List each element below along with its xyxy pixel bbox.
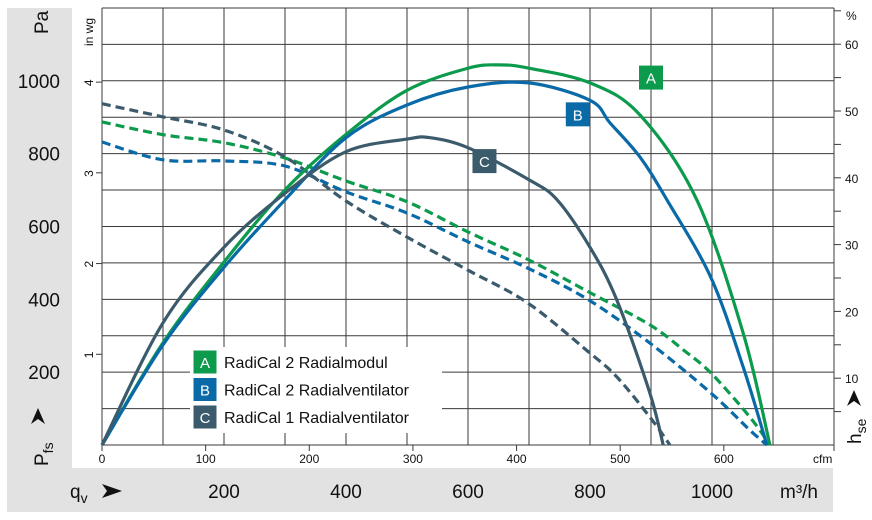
pa-tick-label: 200 <box>28 363 60 384</box>
left-axis-unit-pa: Pa <box>32 10 53 34</box>
m3h-tick-label: 800 <box>574 482 606 503</box>
curve-c-efficiency <box>100 135 665 446</box>
flow-arrow-icon <box>102 484 122 498</box>
curve-badge-label: C <box>479 154 490 171</box>
curve-badge-a: A <box>639 65 663 90</box>
percent-tick-label: 50 <box>845 105 859 119</box>
curve-badge-b: B <box>565 102 590 127</box>
curve-badge-label: B <box>573 107 583 124</box>
curve-badges: A B C <box>472 65 663 174</box>
m3h-tick-label: 400 <box>330 482 362 503</box>
m3h-tick-label: 200 <box>208 482 240 503</box>
percent-tick-label: 10 <box>845 372 859 386</box>
flow-subscript: v <box>81 490 88 506</box>
legend-label: RadiCal 2 Radialventilator <box>224 383 410 400</box>
legend-item-b: B RadiCal 2 Radialventilator <box>192 377 410 402</box>
legend-background <box>190 347 442 433</box>
inwg-tick-label: 4 <box>82 79 96 86</box>
pressure-symbol: P <box>32 453 53 466</box>
cfm-tick-label: 400 <box>507 452 527 466</box>
cfm-tick-label: 100 <box>196 452 216 466</box>
cfm-tick-label: 0 <box>99 452 106 466</box>
right-axis-unit-percent: % <box>846 9 857 23</box>
legend-key: B <box>200 383 210 400</box>
bottom-axis-unit-m3h: m³/h <box>780 482 818 503</box>
pressure-arrow-icon <box>31 408 45 424</box>
legend-key: A <box>200 355 210 372</box>
curve-badge-c: C <box>472 149 497 174</box>
curve-a-efficiency <box>100 63 772 446</box>
efficiency-symbol: h <box>845 433 866 444</box>
left-axis-unit-inwg: in wg <box>82 18 96 46</box>
efficiency-subscript: se <box>853 418 869 433</box>
legend-label: RadiCal 1 Radialventilator <box>224 410 410 427</box>
cfm-tick-label: 600 <box>714 452 734 466</box>
efficiency-axis-title: hse <box>845 418 869 444</box>
legend-label: RadiCal 2 Radialmodul <box>224 355 388 372</box>
pa-tick-label: 400 <box>28 290 60 311</box>
percent-tick-label: 40 <box>845 172 859 186</box>
cfm-tick-label: 200 <box>299 452 319 466</box>
legend-key: C <box>200 410 211 427</box>
curve-badge-box <box>472 149 497 174</box>
legend: A RadiCal 2 Radialmodul B RadiCal 2 Radialv… <box>190 347 442 433</box>
curve-b-pressure <box>101 140 768 447</box>
left-axis-band <box>7 8 72 512</box>
curve-badge-box <box>639 65 663 90</box>
curve-c-pressure <box>101 102 672 446</box>
pa-tick-label: 1000 <box>18 72 60 93</box>
efficiency-arrow-icon <box>847 390 861 406</box>
curve-b-efficiency <box>100 80 769 446</box>
curve-badge-box <box>565 102 590 127</box>
pressure-axis-title: Pfs <box>32 442 56 466</box>
m3h-tick-label: 1000 <box>691 482 733 503</box>
inwg-tick-label: 2 <box>82 261 96 268</box>
pa-tick-label: 800 <box>28 145 60 166</box>
axes: Pa in wg % cfm m³/h Pfs qv hse 200400600… <box>18 9 869 506</box>
cfm-tick-label: 300 <box>403 452 423 466</box>
curve-a-pressure <box>101 120 772 446</box>
legend-swatch-c <box>192 404 218 430</box>
pressure-subscript: fs <box>40 442 56 453</box>
legend-item-c: C RadiCal 1 Radialventilator <box>192 404 410 430</box>
curves <box>100 63 772 447</box>
percent-tick-label: 30 <box>845 239 859 253</box>
flow-symbol: q <box>70 482 81 503</box>
legend-swatch-a <box>192 349 218 375</box>
cfm-tick-label: 500 <box>610 452 630 466</box>
percent-tick-label: 60 <box>845 38 859 52</box>
m3h-tick-label: 600 <box>452 482 484 503</box>
flow-axis-title: qv <box>70 482 88 506</box>
legend-item-a: A RadiCal 2 Radialmodul <box>192 349 388 375</box>
bottom-axis-unit-cfm: cfm <box>813 452 832 466</box>
svg-text:Pfs: Pfs <box>32 442 56 466</box>
pa-tick-label: 600 <box>28 217 60 238</box>
curve-badge-label: A <box>646 71 656 88</box>
inwg-tick-label: 3 <box>82 170 96 177</box>
legend-swatch-b <box>192 377 218 402</box>
inwg-tick-label: 1 <box>82 351 96 358</box>
svg-text:qv: qv <box>70 482 88 506</box>
percent-tick-label: 20 <box>845 305 859 319</box>
bottom-axis-band <box>7 468 833 512</box>
svg-text:hse: hse <box>845 418 869 444</box>
